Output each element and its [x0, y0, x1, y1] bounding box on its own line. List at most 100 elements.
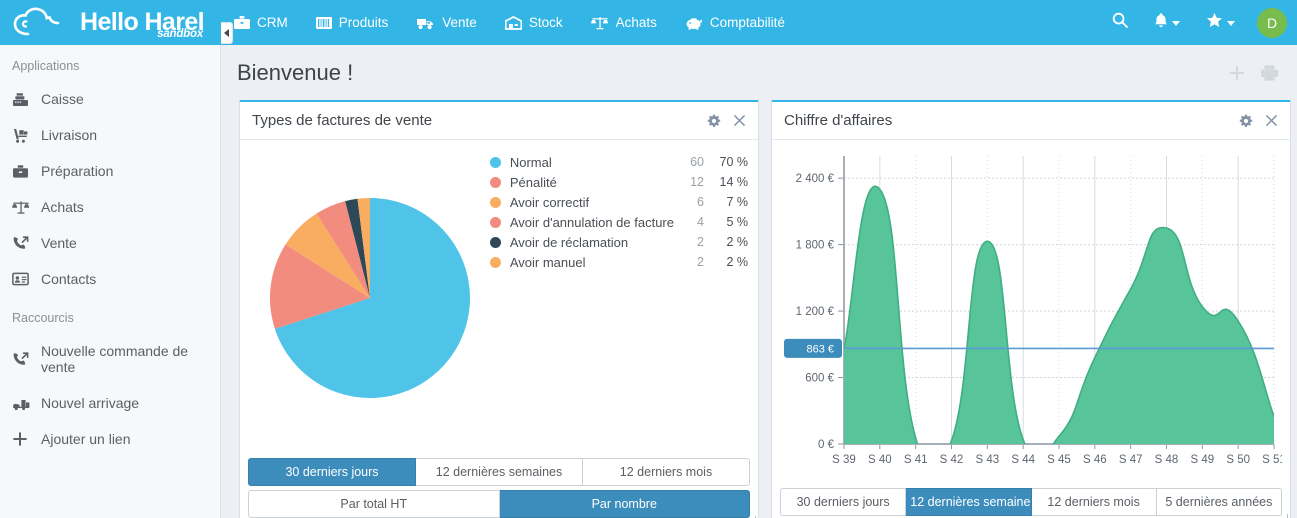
legend-count: 2: [697, 235, 704, 249]
nav-label: Achats: [615, 15, 657, 30]
nav-item-comptabilite[interactable]: Comptabilité: [671, 0, 799, 45]
print-button[interactable]: [1260, 64, 1279, 82]
pie-chart[interactable]: [250, 148, 490, 448]
card-header-icons: [1239, 114, 1278, 128]
pie-chart-section: Normal 60 70 % Pénalité 12 14 %: [250, 148, 748, 448]
legend-percent: 2 %: [726, 255, 748, 269]
chevron-down-icon: [1172, 21, 1180, 26]
nav-label: Produits: [338, 15, 389, 30]
gear-icon[interactable]: [1239, 114, 1253, 128]
pie-slice[interactable]: [357, 198, 370, 298]
legend-item[interactable]: Avoir manuel 2 2 %: [489, 252, 748, 272]
pie-slice[interactable]: [269, 244, 370, 329]
area-period-button-30-derniers-jours[interactable]: 30 derniers jours: [780, 488, 907, 516]
bell-icon: [1154, 12, 1168, 33]
gear-icon[interactable]: [707, 114, 721, 128]
y-axis-tick-label: 1 200 €: [796, 306, 835, 318]
pie-period-button-30-derniers-jours[interactable]: 30 derniers jours: [248, 458, 416, 486]
nav-label: Comptabilité: [709, 15, 785, 30]
legend-item[interactable]: Avoir correctif 6 7 %: [489, 192, 748, 212]
sidebar-item-contacts[interactable]: Contacts: [0, 261, 220, 297]
average-value-label: 863 €: [806, 343, 834, 355]
card-resize-handle[interactable]: [1279, 514, 1288, 518]
sidebar-section-raccourcis: Raccourcis: [12, 311, 74, 325]
phone-outgoing-icon: [12, 351, 32, 367]
pie-slice[interactable]: [345, 198, 370, 298]
pie-measure-button-par-total-ht[interactable]: Par total HT: [248, 490, 500, 518]
close-icon[interactable]: [733, 114, 746, 127]
sidebar-section-applications: Applications: [12, 59, 80, 73]
legend-label: Avoir d'annulation de facture: [509, 214, 674, 230]
nav-label: Vente: [442, 15, 477, 30]
legend-label: Avoir manuel: [509, 254, 586, 270]
nav-item-crm[interactable]: CRM: [220, 0, 302, 45]
nav-item-achats[interactable]: Achats: [577, 0, 671, 45]
nav-item-stock[interactable]: Stock: [491, 0, 577, 45]
sidebar-item-caisse[interactable]: Caisse: [0, 81, 220, 117]
page-title: Bienvenue !: [237, 59, 354, 85]
sidebar-item-vente[interactable]: Vente: [0, 225, 220, 261]
sidebar-item-ajouter-un-lien[interactable]: Ajouter un lien: [0, 421, 220, 457]
legend-label: Avoir de réclamation: [509, 234, 629, 250]
favorites-button[interactable]: [1194, 0, 1247, 45]
card-types-de-factures-de-vente: Types de factures de vente: [239, 100, 759, 518]
nav-item-vente[interactable]: Vente: [402, 0, 491, 45]
pie-slice[interactable]: [285, 213, 370, 298]
x-axis-tick-label: S 51: [1262, 454, 1282, 466]
sidebar-item-label: Nouvelle commande de vente: [41, 343, 189, 375]
sidebar-item-achats[interactable]: Achats: [0, 189, 220, 225]
pie-legend: Normal 60 70 % Pénalité 12 14 %: [489, 148, 748, 272]
pie-period-button-12-derniers-mois[interactable]: 12 derniers mois: [583, 458, 750, 486]
dashboard-cards: Types de factures de vente: [221, 100, 1297, 518]
plus-icon: [12, 431, 32, 447]
truck-loading-icon: [12, 396, 32, 411]
legend-label: Normal: [509, 154, 552, 170]
legend-color-dot: [489, 256, 501, 268]
id-card-icon: [12, 272, 32, 286]
card-footer: 30 derniers jours 12 dernières semaines …: [240, 458, 758, 518]
pie-period-button-group: 30 derniers jours 12 dernières semaines …: [248, 458, 750, 486]
area-period-button-12-derniers-mois[interactable]: 12 derniers mois: [1031, 488, 1157, 516]
nav-item-produits[interactable]: Produits: [302, 0, 403, 45]
area-period-button-group: 30 derniers jours 12 dernières semaines …: [780, 488, 1282, 516]
cash-register-icon: [12, 92, 32, 107]
legend-item[interactable]: Avoir de réclamation 2 2 %: [489, 232, 748, 252]
star-icon: [1206, 12, 1223, 33]
card-body: 0 € 600 € 1 200 € 1 800 € 2 400 € S 39 S 40 S 4…: [772, 140, 1290, 484]
legend-item[interactable]: Pénalité 12 14 %: [489, 172, 748, 192]
pie-slice[interactable]: [274, 198, 470, 398]
legend-count: 2: [697, 255, 704, 269]
x-axis-tick-label: S 40: [868, 454, 892, 466]
legend-percent: 5 %: [726, 215, 748, 229]
notifications-button[interactable]: [1142, 0, 1192, 45]
balance-scale-icon: [12, 200, 32, 215]
area-line: [844, 185, 1274, 444]
search-button[interactable]: [1100, 0, 1140, 45]
area-period-button-12-dernieres-semaines[interactable]: 12 dernières semaines: [906, 488, 1032, 516]
legend-label: Avoir correctif: [509, 194, 590, 210]
sidebar-item-nouvelle-commande-de-vente[interactable]: Nouvelle commande de vente: [0, 333, 220, 385]
legend-item[interactable]: Normal 60 70 %: [489, 152, 748, 172]
nav-label: CRM: [257, 15, 288, 30]
add-widget-button[interactable]: [1228, 64, 1246, 82]
nav-label: Stock: [528, 15, 563, 30]
legend-count: 4: [697, 215, 704, 229]
legend-label: Pénalité: [509, 174, 557, 190]
area-period-button-5-dernieres-annees[interactable]: 5 dernières années: [1156, 488, 1282, 516]
sidebar-item-preparation[interactable]: Préparation: [0, 153, 220, 189]
card-resize-handle[interactable]: [747, 516, 756, 518]
search-icon: [1112, 12, 1128, 33]
avatar[interactable]: D: [1257, 7, 1287, 38]
pie-period-button-12-dernieres-semaines[interactable]: 12 dernières semaines: [416, 458, 583, 486]
area-chart[interactable]: 0 € 600 € 1 200 € 1 800 € 2 400 € S 39 S 40 S 4…: [782, 148, 1282, 478]
pie-slice[interactable]: [316, 201, 370, 298]
pie-measure-button-par-nombre[interactable]: Par nombre: [499, 490, 750, 518]
sidebar-item-livraison[interactable]: Livraison: [0, 117, 220, 153]
close-icon[interactable]: [1265, 114, 1278, 127]
sidebar-collapse-toggle[interactable]: [221, 22, 233, 44]
x-axis-tick-label: S 41: [904, 454, 928, 466]
sidebar-item-nouvel-arrivage[interactable]: Nouvel arrivage: [0, 385, 220, 421]
legend-item[interactable]: Avoir d'annulation de facture 4 5 %: [489, 212, 748, 232]
brand-logo[interactable]: Hello Harel sandbox: [0, 0, 220, 45]
